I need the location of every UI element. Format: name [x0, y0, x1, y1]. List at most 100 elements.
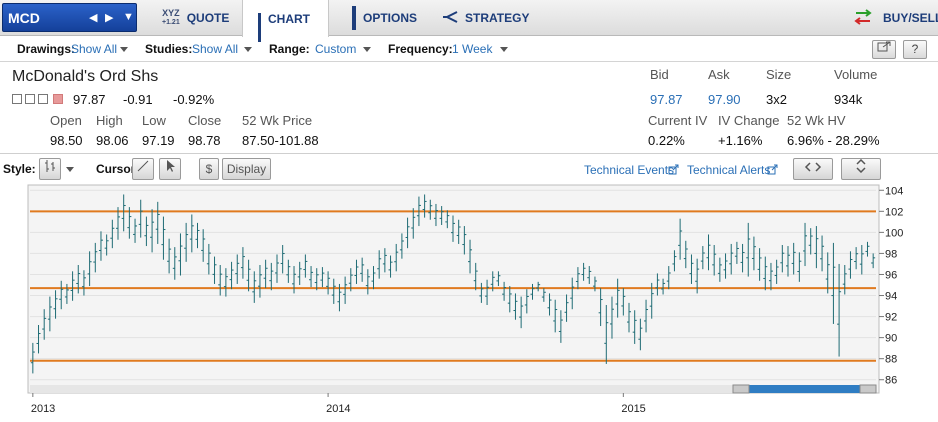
ohlc-bar — [871, 253, 876, 269]
ohlc-bar — [110, 219, 115, 249]
ohlc-bar — [649, 282, 654, 319]
scroll-handle-left[interactable] — [732, 384, 750, 394]
popout-icon[interactable] — [872, 40, 896, 59]
ohlc-bar — [201, 229, 206, 262]
ohlc-bar — [428, 199, 433, 220]
ohlc-bar — [121, 194, 126, 232]
y-tick-label: 88 — [885, 354, 897, 366]
ohlc-bar — [81, 270, 86, 296]
buy-sell-button[interactable]: BUY/SELL — [850, 0, 938, 36]
ohlc-bar — [280, 245, 285, 274]
tab-chart[interactable]: CHART — [242, 0, 329, 42]
ohlc-bar — [547, 293, 552, 316]
tab-strategy[interactable]: STRATEGY — [442, 0, 542, 36]
ohlc-bar — [411, 208, 416, 239]
studies-label: Studies: — [145, 42, 193, 56]
technical-alerts-link[interactable]: Technical Alerts — [687, 163, 771, 177]
ohlc-bar — [729, 243, 734, 275]
tab-options-label: OPTIONS — [363, 11, 418, 25]
scroll-handle-right[interactable] — [859, 384, 877, 394]
current-iv-value: 0.22% — [648, 133, 685, 148]
ohlc-bar — [672, 250, 677, 272]
ohlc-bar — [740, 243, 745, 273]
ohlc-bar — [661, 278, 666, 295]
ohlc-bar — [859, 245, 864, 275]
range-dropdown-icon[interactable] — [363, 47, 371, 52]
dollar-button[interactable]: $ — [199, 158, 219, 180]
ohlc-bar — [36, 325, 41, 354]
crosshair-cursor-icon[interactable] — [132, 158, 154, 180]
help-button[interactable]: ? — [903, 40, 927, 59]
ohlc-bar — [30, 342, 35, 374]
high-value: 98.06 — [96, 133, 129, 148]
studies-select[interactable]: Show All — [192, 42, 239, 56]
quote-panel: McDonald's Ord Shs 97.87 -0.91 -0.92% Op… — [0, 62, 938, 154]
ohlc-bar — [218, 265, 223, 296]
prev-symbol-icon[interactable]: ◀ — [89, 12, 98, 24]
ohlc-bar — [286, 259, 291, 283]
ohlc-bar — [240, 247, 245, 279]
display-button[interactable]: Display — [222, 158, 271, 180]
color-swatch[interactable] — [53, 94, 63, 104]
scrollbar[interactable] — [30, 384, 877, 394]
top-nav: MCD ◀ ▶ ▼ XYZ +1.21 QUOTE CHART OPTIONS S… — [0, 0, 938, 42]
ohlc-bar — [854, 247, 859, 270]
expand-icon[interactable] — [25, 94, 35, 104]
tab-options[interactable]: OPTIONS — [352, 0, 432, 36]
ohlc-bar — [388, 255, 393, 278]
scrollbar-thumb[interactable] — [733, 385, 876, 393]
y-tick-label: 94 — [885, 291, 897, 303]
ohlc-bar — [399, 233, 404, 259]
high-label: High — [96, 113, 123, 128]
chart-settings-toolbar: Drawings: Show All Studies: Show All Ran… — [0, 37, 938, 62]
drawings-select[interactable]: Show All — [71, 42, 118, 56]
wk52-value: 87.50-101.88 — [242, 133, 319, 148]
ohlc-bar — [416, 196, 421, 227]
ohlc-bar — [587, 266, 592, 284]
ohlc-bar — [269, 262, 274, 291]
ohlc-bar — [808, 228, 813, 255]
detach-icon[interactable] — [38, 94, 48, 104]
expand-vertical-icon[interactable] — [841, 158, 881, 180]
ohlc-bar — [47, 296, 52, 332]
tab-quote[interactable]: XYZ +1.21 QUOTE — [162, 0, 242, 36]
ohlc-bar — [87, 251, 92, 287]
ohlc-bar — [76, 265, 81, 294]
pointer-cursor-icon[interactable] — [159, 158, 181, 180]
ohlc-bar — [598, 288, 603, 327]
style-dropdown-icon[interactable] — [66, 167, 74, 172]
technical-events-link[interactable]: Technical Events — [584, 163, 675, 177]
ohlc-bar — [689, 254, 694, 284]
frequency-label: Frequency: — [388, 42, 453, 56]
ohlc-bar — [144, 216, 149, 247]
symbol-selector[interactable]: MCD ◀ ▶ ▼ — [2, 3, 137, 32]
ohlc-style-icon[interactable] — [39, 158, 61, 180]
drawings-label: Drawings: — [17, 42, 76, 56]
drawings-dropdown-icon[interactable] — [120, 47, 128, 52]
ohlc-bar — [814, 226, 819, 269]
ohlc-bar — [831, 242, 836, 324]
studies-dropdown-icon[interactable] — [244, 47, 252, 52]
frequency-dropdown-icon[interactable] — [500, 47, 508, 52]
cursor-label: Cursor: — [96, 162, 140, 176]
ohlc-bar — [195, 222, 200, 249]
ohlc-bar — [246, 259, 251, 292]
compress-horizontal-icon[interactable] — [793, 158, 833, 180]
ohlc-bar — [405, 217, 410, 249]
strategy-icon — [442, 10, 458, 27]
ohlc-bar — [257, 265, 262, 298]
symbol-dropdown-icon[interactable]: ▼ — [123, 11, 134, 23]
collapse-icon[interactable] — [12, 94, 22, 104]
next-symbol-icon[interactable]: ▶ — [105, 12, 114, 24]
range-select[interactable]: Custom — [315, 42, 357, 56]
frequency-select[interactable]: 1 Week — [452, 42, 493, 56]
xyz-badge-top: XYZ — [162, 8, 180, 18]
ask-value: 97.90 — [708, 92, 741, 107]
ask-label: Ask — [708, 67, 730, 82]
price-chart[interactable]: 104 102 100 98 96 94 92 90 88 86 2013 2014 2015 — [0, 182, 938, 422]
tab-strategy-label: STRATEGY — [465, 11, 530, 25]
ohlc-bar — [456, 219, 461, 244]
ohlc-bar — [93, 242, 98, 273]
ohlc-bar — [223, 268, 228, 297]
ohlc-bar — [723, 253, 728, 279]
